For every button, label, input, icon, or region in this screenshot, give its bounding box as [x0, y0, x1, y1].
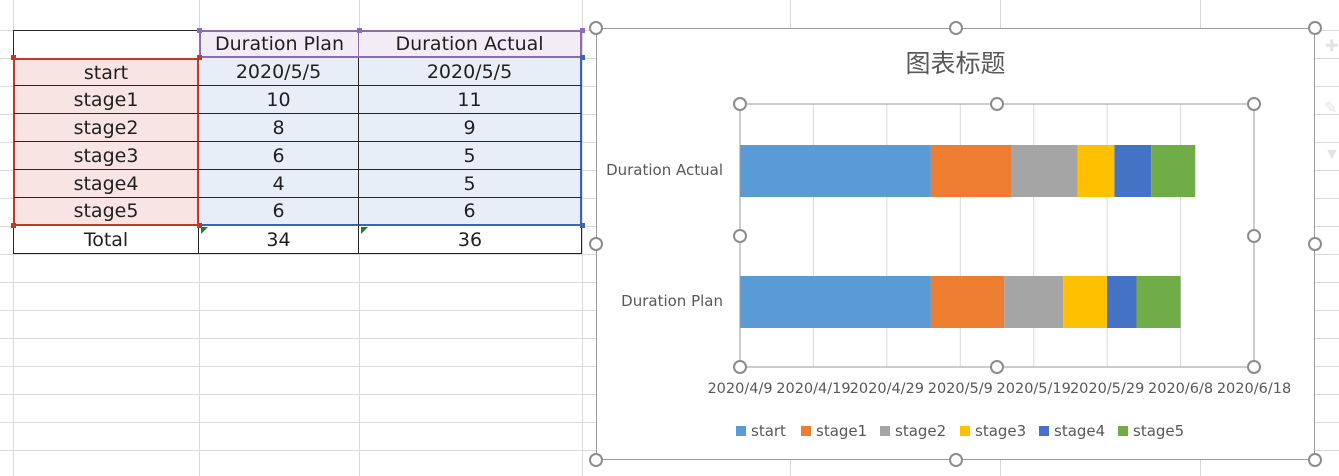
resize-handle[interactable] [589, 21, 603, 35]
cell-actual[interactable]: 11 [359, 86, 582, 114]
range-handle[interactable] [580, 55, 585, 60]
resize-handle[interactable] [1308, 453, 1322, 467]
x-tick-label: 2020/5/19 [996, 381, 1071, 397]
total-actual[interactable]: 36 [359, 226, 582, 254]
legend-label: stage2 [895, 422, 947, 440]
legend-label: stage5 [1133, 422, 1185, 440]
resize-handle[interactable] [990, 360, 1004, 374]
legend-item-stage5[interactable]: stage5 [1118, 422, 1184, 440]
range-handle[interactable] [580, 28, 585, 33]
resize-handle[interactable] [733, 360, 747, 374]
legend-label: stage4 [1054, 422, 1106, 440]
row-label[interactable]: stage2 [13, 114, 199, 142]
total-plan[interactable]: 34 [199, 226, 359, 254]
x-tick-label: 2020/4/9 [707, 381, 773, 397]
legend-swatch [801, 426, 811, 436]
resize-handle[interactable] [949, 453, 963, 467]
resize-handle[interactable] [949, 21, 963, 35]
cell-actual[interactable]: 9 [359, 114, 582, 142]
x-tick-label: 2020/4/19 [776, 381, 851, 397]
row-label[interactable]: stage5 [13, 198, 199, 226]
chart-filter-icon[interactable]: ▼ [1324, 146, 1339, 163]
range-handle[interactable] [357, 28, 362, 33]
cell-plan[interactable]: 10 [199, 86, 359, 114]
resize-handle[interactable] [733, 97, 747, 111]
legend-swatch [736, 426, 746, 436]
corner-cell[interactable] [13, 30, 199, 58]
y-tick-label: Duration Actual [606, 161, 723, 179]
resize-handle[interactable] [1247, 360, 1261, 374]
range-handle[interactable] [580, 223, 585, 228]
range-handle[interactable] [197, 55, 202, 60]
range-handle[interactable] [197, 223, 202, 228]
chart-title[interactable]: 图表标题 [905, 49, 1006, 78]
legend-item-stage2[interactable]: stage2 [880, 422, 946, 440]
header-duration-actual[interactable]: Duration Actual [359, 30, 582, 58]
cell-plan[interactable]: 4 [199, 170, 359, 198]
resize-handle[interactable] [1308, 21, 1322, 35]
x-tick-label: 2020/5/29 [1069, 381, 1145, 397]
legend-item-start[interactable]: start [736, 422, 786, 440]
legend-item-stage3[interactable]: stage3 [960, 422, 1026, 440]
row-label[interactable]: stage4 [13, 170, 199, 198]
range-handle[interactable] [197, 28, 202, 33]
cell-plan[interactable]: 6 [199, 198, 359, 226]
cell-actual[interactable]: 5 [359, 170, 582, 198]
legend-item-stage4[interactable]: stage4 [1039, 422, 1105, 440]
x-tick-label: 2020/5/9 [927, 381, 993, 397]
chart-style-icon[interactable]: ✎ [1324, 100, 1338, 117]
resize-handle[interactable] [589, 237, 603, 251]
row-label[interactable]: stage1 [13, 86, 199, 114]
resize-handle[interactable] [1308, 237, 1322, 251]
row-label[interactable]: stage3 [13, 142, 199, 170]
x-tick-label: 2020/4/29 [849, 381, 925, 397]
legend-label: stage1 [816, 422, 868, 440]
legend-label: start [751, 422, 786, 440]
legend-swatch [960, 426, 970, 436]
range-handle[interactable] [11, 55, 16, 60]
error-indicator-icon[interactable] [201, 227, 208, 234]
resize-handle[interactable] [733, 229, 747, 243]
header-duration-plan[interactable]: Duration Plan [199, 30, 359, 58]
row-label[interactable]: start [13, 58, 199, 86]
resize-handle[interactable] [589, 453, 603, 467]
legend-swatch [880, 426, 890, 436]
resize-handle[interactable] [990, 97, 1004, 111]
cell-actual[interactable]: 2020/5/5 [359, 58, 582, 86]
legend-label: stage3 [975, 422, 1027, 440]
add-element-icon[interactable]: ✚ [1325, 38, 1339, 55]
x-tick-label: 2020/6/18 [1216, 381, 1292, 397]
legend-swatch [1039, 426, 1049, 436]
y-tick-label: Duration Plan [621, 292, 723, 310]
x-tick-label: 2020/6/8 [1148, 381, 1214, 397]
total-label[interactable]: Total [13, 226, 199, 254]
error-indicator-icon[interactable] [361, 227, 368, 234]
cell-actual[interactable]: 6 [359, 198, 582, 226]
cell-plan[interactable]: 8 [199, 114, 359, 142]
legend-item-stage1[interactable]: stage1 [801, 422, 867, 440]
cell-plan[interactable]: 2020/5/5 [199, 58, 359, 86]
cell-plan[interactable]: 6 [199, 142, 359, 170]
range-handle[interactable] [11, 223, 16, 228]
resize-handle[interactable] [1247, 97, 1261, 111]
resize-handle[interactable] [1247, 229, 1261, 243]
cell-actual[interactable]: 5 [359, 142, 582, 170]
legend-swatch [1118, 426, 1128, 436]
